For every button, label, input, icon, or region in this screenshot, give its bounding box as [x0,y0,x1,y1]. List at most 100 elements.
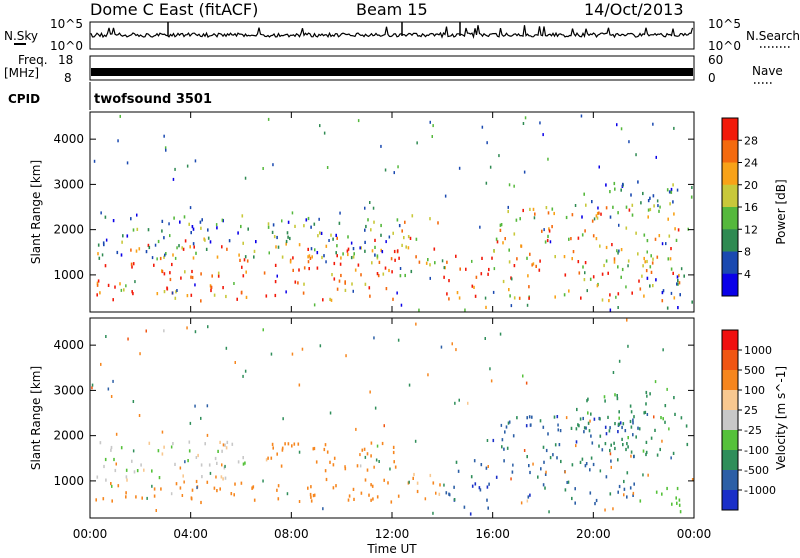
heatmap-cell [646,276,649,280]
heatmap-cell [418,308,420,312]
heatmap-cell [370,498,372,502]
heatmap-cell [631,213,634,217]
heatmap-cell [576,407,578,412]
heatmap-cell [310,225,312,229]
heatmap-cell [668,427,670,431]
heatmap-cell [392,297,394,301]
heatmap-cell [115,432,118,436]
heatmap-cell [298,383,301,387]
heatmap-cell [486,498,488,502]
heatmap-cell [666,188,669,192]
heatmap-cell [180,276,182,280]
heatmap-cell [286,492,289,496]
heatmap-cell [267,222,270,226]
heatmap-cell [641,274,643,278]
heatmap-cell [621,437,623,441]
heatmap-cell [618,249,620,253]
colorbar-tick-label: 8 [744,246,751,259]
heatmap-cell [369,294,371,298]
heatmap-cell [121,240,123,244]
heatmap-cell [575,427,578,431]
heatmap-cell [608,299,610,303]
heatmap-cell [626,442,628,446]
heatmap-cell [622,422,625,426]
heatmap-cell [161,452,164,456]
heatmap-cell [376,254,379,258]
heatmap-cell [582,416,584,421]
heatmap-cell [508,288,510,292]
heatmap-cell [529,470,531,475]
heatmap-cell [618,484,621,489]
heatmap-cell [635,231,637,235]
heatmap-cell [690,195,693,199]
heatmap-cell [114,285,116,289]
heatmap-cell [583,192,585,196]
heatmap-cell [182,247,185,251]
heatmap-cell [219,440,221,444]
heatmap-cell [285,239,288,244]
heatmap-cell [507,421,510,425]
heatmap-cell [319,124,321,128]
colorbar-tick-label: 16 [744,201,758,214]
freq-tick-top: 18 [58,53,73,67]
heatmap-cell [501,438,504,442]
heatmap-cell [267,456,269,460]
heatmap-cell [533,216,536,220]
heatmap-cell [329,297,331,301]
heatmap-cell [509,294,511,298]
heatmap-cell [316,266,319,270]
heatmap-cell [280,464,283,468]
colorbar-tick-label: 24 [744,157,758,170]
heatmap-cell [618,359,621,363]
heatmap-cell [637,180,639,184]
heatmap-cell [545,206,548,210]
heatmap-cell [324,443,327,447]
heatmap-cell [652,257,654,261]
nsky-trace [90,22,694,39]
heatmap-cell [393,460,395,464]
heatmap-cell [678,498,681,502]
heatmap-cell [335,233,337,237]
heatmap-cell [392,445,395,449]
heatmap-cell [453,485,455,489]
heatmap-cell [486,141,488,145]
heatmap-cell [666,306,669,310]
heatmap-cell [188,222,190,226]
heatmap-cell [110,482,112,486]
heatmap-cell [592,234,595,238]
heatmap-cell [614,187,616,191]
heatmap-cell [305,218,308,222]
heatmap-cell [631,203,634,207]
heatmap-cell [627,264,629,268]
heatmap-cell [620,127,623,131]
heatmap-cell [309,492,312,497]
heatmap-cell [591,200,593,204]
heatmap-cell [287,235,289,239]
heatmap-cell [116,250,119,255]
heatmap-cell [591,441,594,445]
heatmap-cell [267,225,270,229]
heatmap-cell [441,259,444,263]
heatmap-cell [380,233,382,237]
heatmap-cell [325,260,327,264]
heatmap-cell [272,223,275,227]
heatmap-cell [432,481,435,485]
heatmap-cell [528,464,530,468]
heatmap-cell [667,217,669,221]
heatmap-cell [566,481,568,484]
heatmap-cell [207,228,209,232]
heatmap-cell [652,194,655,198]
heatmap-cell [401,229,403,233]
heatmap-cell [433,247,436,251]
heatmap-cell [234,482,236,486]
heatmap-cell [564,488,567,492]
velocity-colorbar: 1000 500 100 25 -25 -100 -500 -1000 [721,329,776,511]
date-title: 14/Oct/2013 [584,0,684,19]
heatmap-cell [273,235,276,239]
heatmap-cell [669,257,672,261]
heatmap-cell [574,501,576,505]
heatmap-cell [638,427,641,431]
heatmap-cell [346,249,349,253]
heatmap-cell [605,183,607,187]
heatmap-cell [603,395,606,399]
